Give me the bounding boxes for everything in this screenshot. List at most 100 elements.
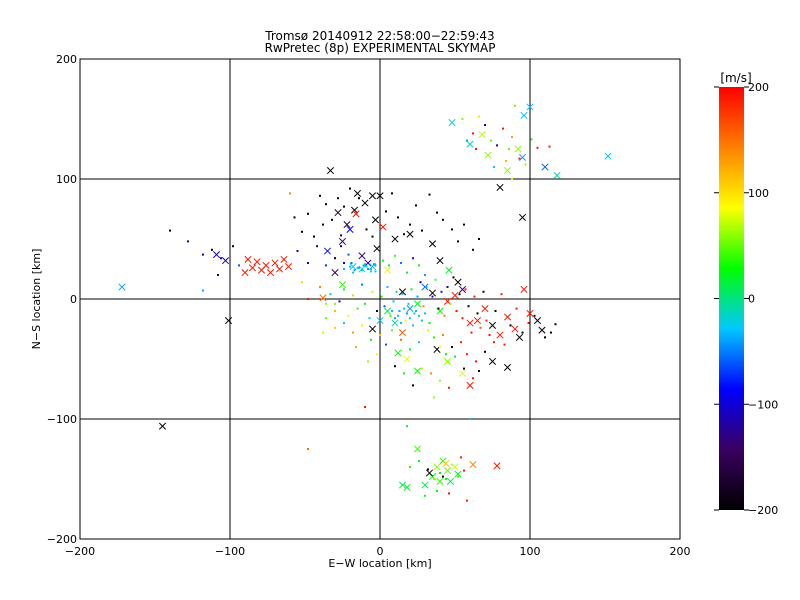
data-point-x [319, 294, 327, 302]
data-point-x [346, 225, 354, 233]
data-point-dot [473, 295, 476, 298]
data-point-dot [421, 367, 423, 370]
y-tick-label: 200 [56, 53, 77, 66]
data-point-x [421, 481, 429, 489]
data-point-x [541, 163, 549, 171]
data-point-x [445, 266, 453, 274]
data-point-x [241, 269, 249, 277]
data-point-dot [361, 324, 363, 327]
data-point-dot [472, 248, 474, 251]
data-point-x [469, 461, 477, 469]
data-point-x [493, 462, 501, 470]
data-point-dot [391, 310, 393, 312]
data-point-x [262, 261, 270, 269]
data-point-dot [355, 346, 357, 348]
colorbar-ramp [719, 87, 744, 510]
data-point-dot [202, 253, 204, 256]
data-point-dot [293, 216, 296, 219]
data-point-dot [488, 334, 491, 336]
data-point-dot [475, 148, 477, 150]
data-point-dot [334, 257, 336, 260]
data-point-x [383, 266, 392, 274]
y-tick-label: 100 [56, 173, 77, 186]
data-point-x [391, 235, 399, 243]
data-point-dot [395, 290, 398, 293]
data-point-x [466, 319, 474, 327]
data-point-x [478, 131, 486, 139]
data-point-x [451, 291, 459, 299]
data-point-dot [466, 353, 468, 356]
data-point-x [398, 288, 407, 296]
data-point-dot [217, 274, 219, 276]
data-point-dot [536, 146, 539, 149]
data-point-dot [451, 228, 453, 231]
data-point-dot [343, 288, 345, 291]
data-point-dot [368, 317, 371, 320]
data-point-dot [502, 127, 504, 130]
data-point-dot [412, 324, 414, 327]
data-point-dot [466, 139, 468, 142]
data-point-dot [442, 218, 444, 221]
data-point-dot [479, 326, 482, 329]
data-point-x [280, 255, 288, 263]
data-point-dot [445, 353, 447, 356]
data-point-dot [505, 160, 507, 162]
data-point-dot [518, 157, 521, 160]
data-point-x [511, 325, 519, 333]
data-point-dot [466, 499, 468, 502]
data-point-dot [337, 197, 339, 200]
data-point-dot [448, 492, 450, 495]
data-point-x [248, 264, 257, 272]
data-point-dot [367, 268, 369, 270]
data-point-dot [433, 336, 435, 339]
data-point-x [413, 367, 422, 375]
y-axis-ticks: −200 −100 0 100 200 [47, 53, 680, 546]
data-point-dot [313, 235, 315, 238]
data-point-x [343, 221, 351, 229]
data-point-dot [352, 271, 354, 274]
data-point-dot [386, 286, 389, 288]
data-point-x [428, 240, 437, 248]
data-point-dot [439, 346, 441, 348]
data-point-dot [401, 293, 404, 296]
data-point-dot [406, 312, 408, 315]
data-point-dot [442, 475, 444, 478]
data-point-dot [187, 240, 189, 243]
data-point-dot [454, 355, 456, 358]
data-point-dot [421, 229, 423, 232]
data-point-dot [358, 197, 360, 200]
data-point-dot [511, 178, 513, 180]
data-point-dot [394, 365, 396, 368]
data-point-dot [379, 334, 381, 336]
data-point-dot [524, 163, 527, 166]
data-point-dot [493, 341, 495, 344]
colorbar-ticks: 200 100 0 −100 −200 [714, 81, 778, 517]
data-point-dot [427, 329, 429, 332]
data-point-dot [451, 463, 453, 466]
data-point-x [413, 445, 422, 453]
data-point-dot [503, 343, 506, 346]
data-point-dot [508, 148, 510, 150]
data-point-x [428, 289, 437, 297]
data-point-x [398, 329, 407, 337]
data-point-x [433, 463, 441, 471]
data-point-x [212, 251, 221, 259]
data-point-dot [412, 257, 414, 260]
data-point-dot [464, 288, 467, 291]
data-point-x [158, 422, 167, 430]
data-point-dot [472, 377, 474, 380]
data-point-dot [406, 271, 408, 274]
data-point-x [481, 305, 489, 313]
data-point-x [376, 317, 384, 325]
data-point-dot [428, 322, 431, 324]
data-point-dot [409, 348, 411, 351]
data-point-dot [325, 203, 327, 206]
data-point-dot [409, 466, 411, 468]
data-point-dot [376, 353, 378, 356]
data-point-x [520, 285, 528, 293]
data-point-dot [446, 286, 449, 288]
data-point-dot [289, 192, 291, 195]
data-point-dot [301, 230, 303, 233]
data-point-dot [392, 300, 395, 303]
data-point-dot [410, 288, 413, 291]
